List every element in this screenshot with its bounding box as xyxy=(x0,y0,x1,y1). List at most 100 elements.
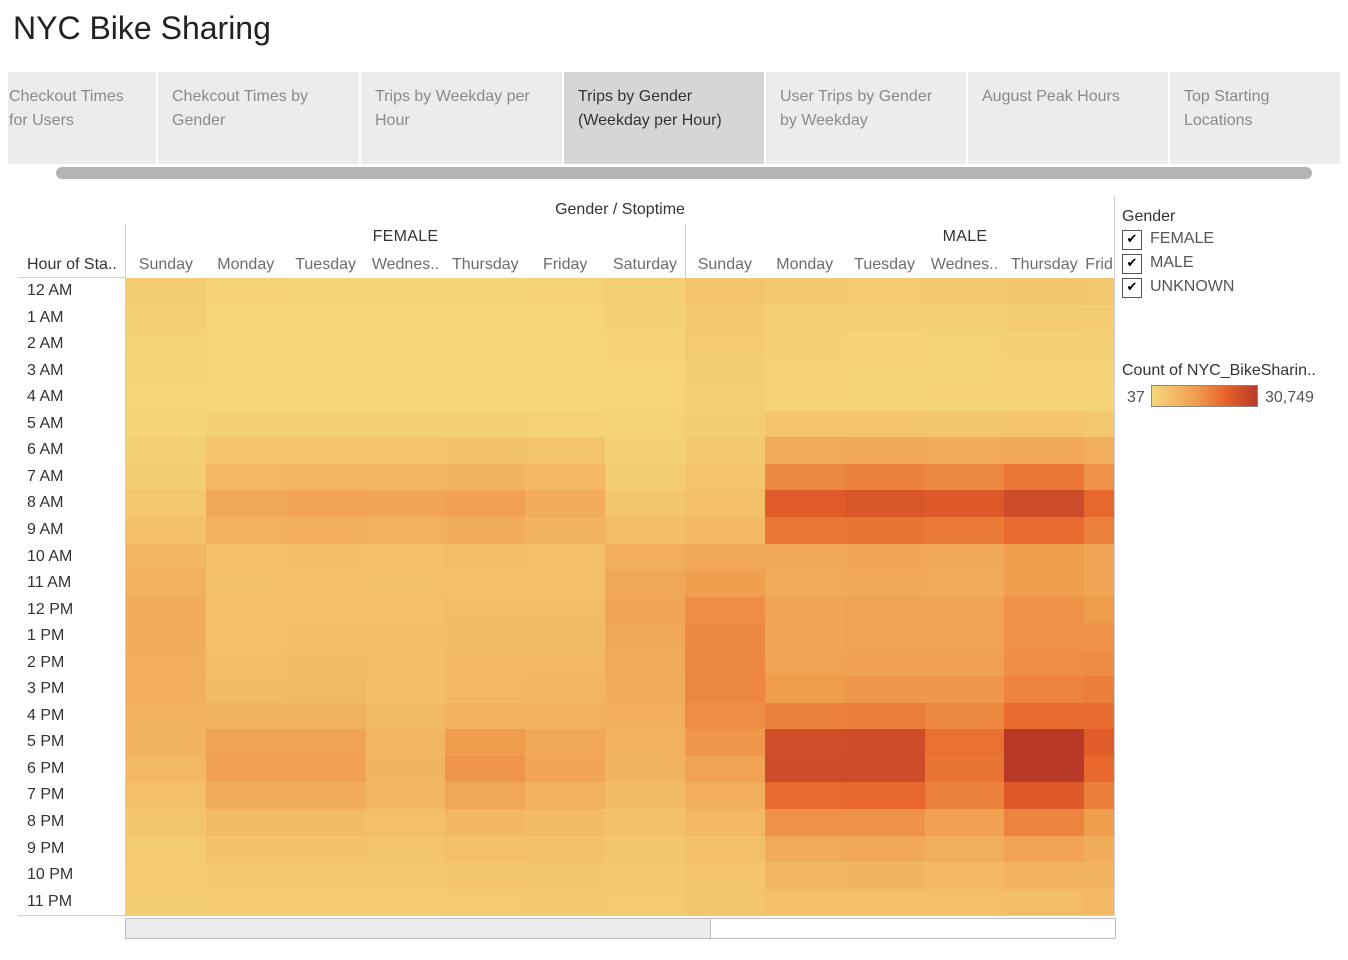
heatmap-cell[interactable] xyxy=(844,676,925,704)
heatmap-cell[interactable] xyxy=(1084,357,1114,385)
heatmap-cell[interactable] xyxy=(1004,516,1085,544)
heatmap-cell[interactable] xyxy=(605,410,686,438)
heatmap-cell[interactable] xyxy=(924,410,1005,438)
heatmap-cell[interactable] xyxy=(844,516,925,544)
heatmap-cell[interactable] xyxy=(365,384,446,412)
tab-3[interactable]: Trips by Gender (Weekday per Hour) xyxy=(564,72,764,164)
heatmap-cell[interactable] xyxy=(126,490,207,518)
heatmap-cell[interactable] xyxy=(285,623,367,651)
heatmap-cell[interactable] xyxy=(126,862,207,890)
heatmap-cell[interactable] xyxy=(285,596,367,624)
heatmap-cell[interactable] xyxy=(605,702,686,730)
heatmap-cell[interactable] xyxy=(205,490,287,518)
heatmap-cell[interactable] xyxy=(445,490,526,518)
heatmap-cell[interactable] xyxy=(126,835,207,863)
heatmap-cell[interactable] xyxy=(525,782,606,810)
heatmap-cell[interactable] xyxy=(1004,490,1085,518)
heatmap-cell[interactable] xyxy=(1084,702,1114,730)
heatmap-cell[interactable] xyxy=(205,862,287,890)
tab-1[interactable]: Chekcout Times by Gender xyxy=(158,72,359,164)
heatmap-cell[interactable] xyxy=(1084,463,1114,491)
heatmap-cell[interactable] xyxy=(126,516,207,544)
heatmap-cell[interactable] xyxy=(1004,570,1085,598)
heatmap-cell[interactable] xyxy=(126,384,207,412)
heatmap-cell[interactable] xyxy=(126,543,207,571)
heatmap-cell[interactable] xyxy=(844,304,925,332)
heatmap-cell[interactable] xyxy=(1084,596,1114,624)
heatmap-cell[interactable] xyxy=(844,384,925,412)
heatmap-cell[interactable] xyxy=(365,516,446,544)
heatmap-cell[interactable] xyxy=(605,676,686,704)
heatmap-cell[interactable] xyxy=(285,570,367,598)
horizontal-scrollbar-thumb[interactable] xyxy=(126,919,711,938)
heatmap-cell[interactable] xyxy=(285,410,367,438)
heatmap-cell[interactable] xyxy=(126,888,207,915)
heatmap-cell[interactable] xyxy=(1084,516,1114,544)
heatmap-cell[interactable] xyxy=(445,862,526,890)
heatmap-cell[interactable] xyxy=(205,278,287,306)
heatmap-cell[interactable] xyxy=(605,331,686,359)
heatmap-cell[interactable] xyxy=(764,384,846,412)
heatmap-cell[interactable] xyxy=(365,596,446,624)
checkbox-icon[interactable]: ✔ xyxy=(1122,254,1142,274)
heatmap-cell[interactable] xyxy=(205,702,287,730)
heatmap-cell[interactable] xyxy=(684,463,766,491)
heatmap-cell[interactable] xyxy=(525,835,606,863)
heatmap-cell[interactable] xyxy=(1004,755,1085,783)
heatmap-cell[interactable] xyxy=(605,304,686,332)
heatmap-cell[interactable] xyxy=(1004,437,1085,465)
heatmap-cell[interactable] xyxy=(285,384,367,412)
heatmap-cell[interactable] xyxy=(445,888,526,915)
heatmap-cell[interactable] xyxy=(365,304,446,332)
heatmap-cell[interactable] xyxy=(126,729,207,757)
heatmap-cell[interactable] xyxy=(365,809,446,837)
heatmap-cell[interactable] xyxy=(764,463,846,491)
checkbox-icon[interactable]: ✔ xyxy=(1122,278,1142,298)
heatmap-cell[interactable] xyxy=(365,649,446,677)
heatmap-cell[interactable] xyxy=(684,543,766,571)
heatmap-cell[interactable] xyxy=(605,649,686,677)
heatmap-cell[interactable] xyxy=(126,676,207,704)
heatmap-cell[interactable] xyxy=(924,702,1005,730)
heatmap-cell[interactable] xyxy=(525,331,606,359)
heatmap-cell[interactable] xyxy=(684,437,766,465)
heatmap-cell[interactable] xyxy=(605,278,686,306)
heatmap-cell[interactable] xyxy=(764,809,846,837)
heatmap-cell[interactable] xyxy=(1004,835,1085,863)
checkbox-icon[interactable]: ✔ xyxy=(1122,230,1142,250)
heatmap-cell[interactable] xyxy=(126,809,207,837)
heatmap-cell[interactable] xyxy=(445,596,526,624)
heatmap-cell[interactable] xyxy=(525,410,606,438)
heatmap-cell[interactable] xyxy=(365,782,446,810)
heatmap-cell[interactable] xyxy=(205,331,287,359)
heatmap-cell[interactable] xyxy=(1084,278,1114,306)
heatmap-cell[interactable] xyxy=(1004,729,1085,757)
heatmap-cell[interactable] xyxy=(684,755,766,783)
heatmap-cell[interactable] xyxy=(924,516,1005,544)
heatmap-cell[interactable] xyxy=(605,835,686,863)
tab-5[interactable]: August Peak Hours xyxy=(968,72,1168,164)
heatmap-cell[interactable] xyxy=(764,304,846,332)
heatmap-cell[interactable] xyxy=(365,490,446,518)
heatmap-cell[interactable] xyxy=(1004,702,1085,730)
heatmap-cell[interactable] xyxy=(1004,809,1085,837)
heatmap-cell[interactable] xyxy=(126,357,207,385)
heatmap-cell[interactable] xyxy=(605,782,686,810)
heatmap-cell[interactable] xyxy=(126,410,207,438)
heatmap-cell[interactable] xyxy=(1084,755,1114,783)
heatmap-cell[interactable] xyxy=(205,543,287,571)
heatmap-cell[interactable] xyxy=(764,331,846,359)
heatmap-cell[interactable] xyxy=(126,304,207,332)
heatmap-cell[interactable] xyxy=(605,862,686,890)
heatmap-cell[interactable] xyxy=(445,649,526,677)
heatmap-cell[interactable] xyxy=(924,304,1005,332)
heatmap-cell[interactable] xyxy=(1084,490,1114,518)
heatmap-cell[interactable] xyxy=(684,623,766,651)
heatmap-cell[interactable] xyxy=(924,623,1005,651)
heatmap-cell[interactable] xyxy=(285,331,367,359)
heatmap-cell[interactable] xyxy=(445,755,526,783)
heatmap-cell[interactable] xyxy=(205,437,287,465)
heatmap-cell[interactable] xyxy=(126,649,207,677)
heatmap-cell[interactable] xyxy=(684,702,766,730)
heatmap-cell[interactable] xyxy=(1004,649,1085,677)
